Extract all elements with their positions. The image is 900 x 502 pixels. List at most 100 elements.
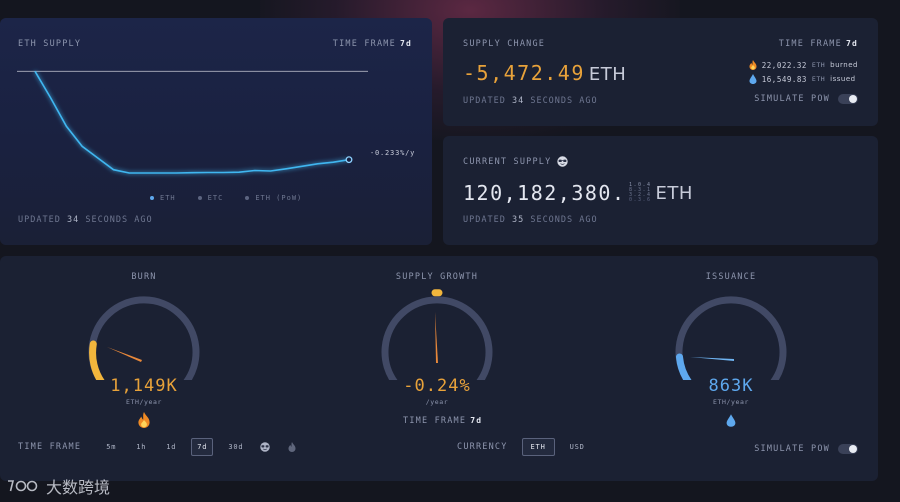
- issuance-gauge-dial: [675, 296, 787, 387]
- chart-timeframe: TIME FRAME 7d: [333, 39, 412, 49]
- burn-gauge: BURN: [79, 272, 209, 387]
- legend-etc-label: ETC: [207, 194, 224, 202]
- current-supply-updated-value: 35: [511, 215, 525, 225]
- eth-supply-card: ETH SUPPLY TIME FRAME 7d -0.233%/y ETH ET…: [0, 18, 432, 245]
- chart-updated-suffix: SECONDS AGO: [85, 215, 153, 225]
- toggle-knob: [849, 445, 857, 453]
- chart-updated-value: 34: [66, 215, 80, 225]
- simulate-pow-top: SIMULATE PoW: [754, 94, 858, 104]
- svg-text:8.3.1: 8.3.1: [629, 187, 650, 193]
- current-supply-value-row: 120,182,380. 1.0.4 8.3.1 3.2.4 0.3.6 ETH: [463, 181, 693, 205]
- toggle-knob: [849, 95, 857, 103]
- burn-gauge-unit: ETH/year: [125, 398, 163, 406]
- chart-updated: UPDATED 34 SECONDS AGO: [18, 215, 153, 225]
- flame-icon: [749, 60, 757, 70]
- eth-supply-title: ETH SUPPLY: [18, 39, 82, 49]
- currency-usd-button[interactable]: USD: [569, 443, 585, 451]
- currency-eth-button[interactable]: ETH: [521, 438, 555, 456]
- supply-change-value: -5,472.49: [463, 61, 585, 85]
- current-supply-value: 120,182,380.: [463, 181, 626, 205]
- chart-timeframe-value: 7d: [399, 39, 412, 48]
- glasses-emoji-icon: [557, 156, 569, 167]
- supply-change-value-row: -5,472.49 ETH: [463, 61, 626, 85]
- chart-end-label: -0.233%/y: [370, 149, 416, 157]
- issuance-gauge-title: ISSUANCE: [705, 272, 757, 282]
- supply-change-title: SUPPLY CHANGE: [463, 39, 546, 49]
- timeframe-30d-button[interactable]: 30d: [228, 443, 244, 451]
- current-supply-updated-suffix: SECONDS AGO: [530, 215, 598, 225]
- supply-change-unit: ETH: [588, 64, 627, 85]
- watermark-text: 大数跨境: [46, 478, 111, 497]
- droplet-icon: [749, 74, 757, 84]
- simulate-pow-bottom: SIMULATE PoW: [754, 444, 858, 454]
- supply-growth-gauge-dial: [381, 289, 493, 387]
- burn-gauge-title: BURN: [131, 272, 157, 282]
- burn-issue-stats: 22,022.32 ETH burned 16,549.83 ETH issue…: [749, 60, 858, 84]
- currency-selector: CURRENCY ETH USD: [457, 438, 590, 456]
- supply-change-updated-suffix: SECONDS AGO: [530, 96, 598, 106]
- supply-growth-timeframe-value: 7d: [470, 416, 483, 425]
- supply-growth-timeframe-label: TIME FRAME: [403, 416, 467, 426]
- supply-growth-gauge: SUPPLY GROWTH: [372, 272, 502, 387]
- timeframe-1h-button[interactable]: 1h: [136, 443, 147, 451]
- issued-label: issued: [830, 75, 856, 83]
- supply-change-timeframe-label: TIME FRAME: [778, 39, 842, 49]
- supply-change-updated: UPDATED 34 SECONDS AGO: [463, 96, 598, 106]
- supply-growth-gauge-value: -0.24%: [403, 376, 471, 396]
- issued-stat: 16,549.83 ETH issued: [749, 74, 858, 84]
- simulate-pow-top-toggle[interactable]: [838, 94, 858, 104]
- simulate-pow-bottom-toggle[interactable]: [838, 444, 858, 454]
- issued-unit: ETH: [811, 75, 826, 83]
- chart-legend: ETH ETC ETH (PoW): [150, 194, 302, 202]
- supply-growth-timeframe: TIME FRAME 7d: [403, 416, 482, 426]
- current-supply-header: CURRENT SUPPLY: [463, 156, 569, 167]
- supply-change-timeframe: TIME FRAME 7d: [779, 39, 858, 49]
- issued-value: 16,549.83: [761, 74, 807, 84]
- legend-etc-dot: [197, 196, 202, 200]
- supply-change-timeframe-value: 7d: [845, 39, 858, 48]
- current-supply-unit: ETH: [655, 182, 693, 204]
- issuance-gauge-unit: ETH/year: [712, 398, 750, 406]
- legend-eth-pow-dot: [245, 196, 250, 200]
- currency-selector-label: CURRENCY: [457, 442, 508, 452]
- burned-value: 22,022.32: [761, 60, 807, 70]
- eth-supply-chart: [17, 70, 368, 174]
- issuance-gauge-value: 863K: [708, 376, 754, 396]
- watermark-logo-icon: [8, 480, 38, 492]
- glasses-emoji-button-icon[interactable]: [260, 442, 271, 452]
- issuance-gauge: ISSUANCE: [666, 272, 796, 387]
- legend-eth-pow[interactable]: ETH (PoW): [245, 194, 302, 202]
- timeframe-5m-button[interactable]: 5m: [106, 443, 117, 451]
- legend-eth[interactable]: ETH: [150, 194, 176, 202]
- rolling-decimals-icon: 1.0.4 8.3.1 3.2.4 0.3.6: [629, 182, 650, 203]
- legend-eth-label: ETH: [160, 194, 176, 202]
- chart-timeframe-label: TIME FRAME: [332, 39, 396, 49]
- burn-flame-icon: [138, 412, 150, 428]
- supply-change-updated-prefix: UPDATED: [463, 96, 506, 106]
- flame-button-icon[interactable]: [288, 442, 296, 452]
- burn-gauge-dial: [88, 296, 200, 387]
- burned-stat: 22,022.32 ETH burned: [749, 60, 858, 70]
- legend-eth-pow-label: ETH (PoW): [255, 194, 303, 202]
- supply-change-updated-value: 34: [511, 96, 525, 106]
- timeframe-7d-button[interactable]: 7d: [191, 438, 214, 456]
- eth-series-line: [34, 70, 350, 174]
- current-supply-title: CURRENT SUPPLY: [463, 156, 552, 167]
- burned-unit: ETH: [811, 61, 826, 69]
- watermark: 大数跨境: [6, 474, 110, 498]
- timeframe-1d-button[interactable]: 1d: [166, 443, 177, 451]
- gauges-card: BURN 1,149K ETH/year SUPPLY GROWTH -0.24…: [0, 256, 878, 481]
- supply-change-card: SUPPLY CHANGE TIME FRAME 7d -5,472.49 ETH …: [443, 18, 878, 126]
- timeframe-selector-label: TIME FRAME: [18, 442, 82, 452]
- current-supply-updated-prefix: UPDATED: [463, 215, 506, 225]
- svg-text:0.3.6: 0.3.6: [629, 197, 650, 203]
- svg-text:3.2.4: 3.2.4: [629, 192, 650, 198]
- supply-growth-gauge-unit: /year: [425, 398, 449, 406]
- burned-label: burned: [830, 61, 858, 69]
- simulate-pow-top-label: SIMULATE PoW: [754, 94, 830, 104]
- burn-gauge-value: 1,149K: [110, 376, 178, 396]
- svg-text:1.0.4: 1.0.4: [629, 182, 650, 188]
- legend-etc[interactable]: ETC: [197, 194, 224, 202]
- simulate-pow-bottom-label: SIMULATE PoW: [754, 444, 830, 454]
- supply-growth-gauge-title: SUPPLY GROWTH: [395, 272, 479, 282]
